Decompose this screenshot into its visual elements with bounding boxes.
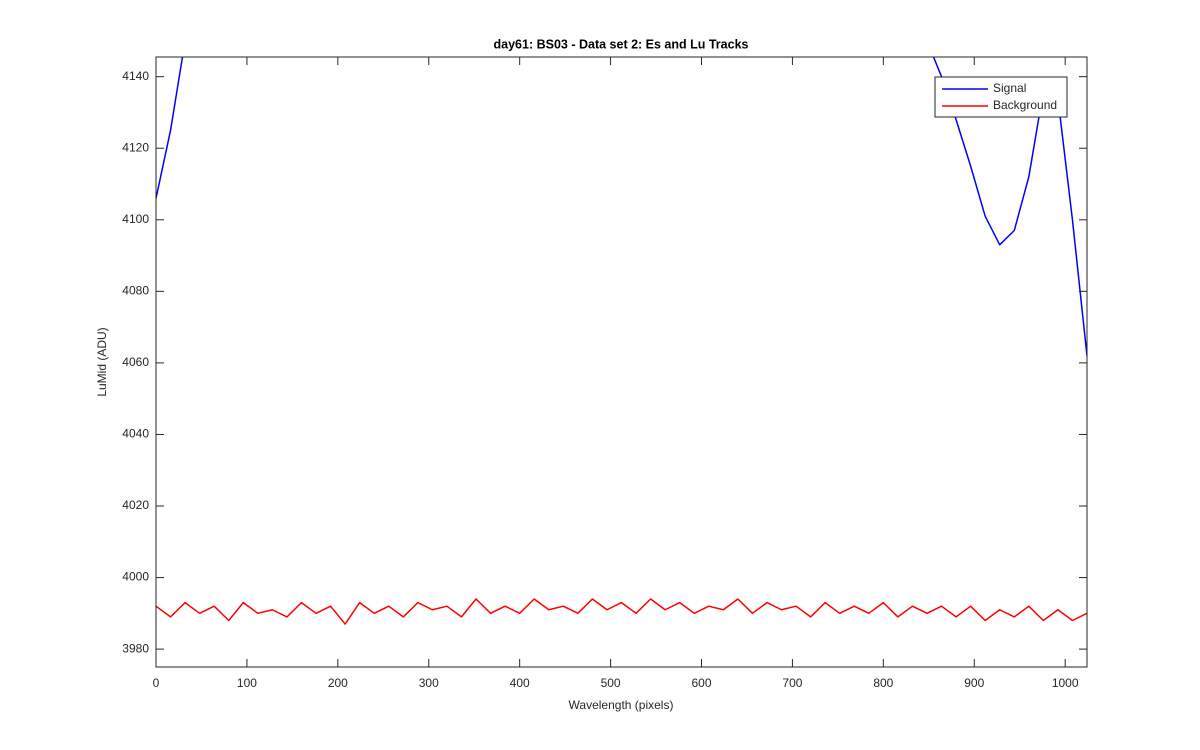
- legend-label: Background: [993, 98, 1057, 112]
- y-tick-label: 4060: [122, 355, 149, 369]
- y-tick-label: 4020: [122, 498, 149, 512]
- x-tick-label: 100: [237, 676, 257, 690]
- x-axis-label: Wavelength (pixels): [569, 698, 674, 712]
- x-tick-label: 800: [873, 676, 893, 690]
- y-tick-label: 3980: [122, 641, 149, 655]
- data-line: [156, 598, 1087, 625]
- x-tick-label: 300: [419, 676, 439, 690]
- x-tick-label: 0: [153, 676, 160, 690]
- x-tick-label: 600: [691, 676, 711, 690]
- x-tick-label: 900: [964, 676, 984, 690]
- legend-box: [934, 76, 1068, 118]
- y-axis-label: LuMid (ADU): [95, 327, 109, 396]
- y-tick-label: 4140: [122, 69, 149, 83]
- y-tick-label: 4000: [122, 570, 149, 584]
- y-tick-label: 4080: [122, 284, 149, 298]
- x-tick-label: 700: [782, 676, 802, 690]
- legend: Signal Background: [934, 76, 1068, 118]
- x-tick-label: 500: [601, 676, 621, 690]
- x-tick-label: 400: [510, 676, 530, 690]
- plot-frame: [155, 56, 1088, 668]
- chart-title: day61: BS03 - Data set 2: Es and Lu Trac…: [494, 37, 749, 51]
- legend-label: Signal: [993, 81, 1026, 95]
- x-tick-label: 1000: [1052, 676, 1079, 690]
- y-tick-label: 4040: [122, 427, 149, 441]
- y-tick-label: 4100: [122, 212, 149, 226]
- y-tick-label: 4120: [122, 140, 149, 154]
- x-tick-label: 200: [328, 676, 348, 690]
